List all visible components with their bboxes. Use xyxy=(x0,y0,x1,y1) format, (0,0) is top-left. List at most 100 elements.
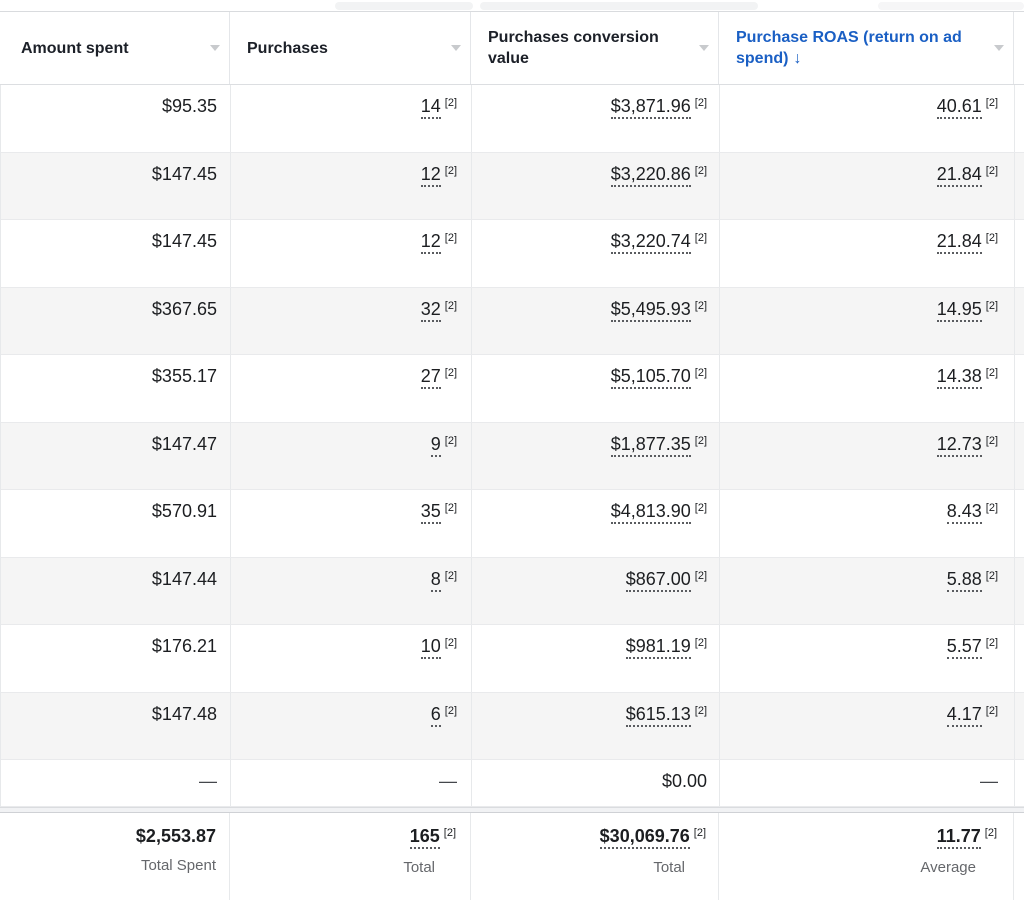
cropped-ui-remnant xyxy=(335,2,473,10)
roas-cell: 5.57 [2] xyxy=(720,625,1015,692)
metric-footnote: [2] xyxy=(444,299,457,312)
column-header-amount-spent[interactable]: Amount spent xyxy=(0,12,230,84)
metric-value[interactable]: 12 xyxy=(420,164,441,187)
header-dropdown-caret-icon[interactable] xyxy=(210,45,220,51)
cell-value: $147.45 xyxy=(151,163,217,184)
next-column-sliver xyxy=(1015,490,1024,557)
table-row: $95.35 14 [2] $3,871.96 [2] 40.61 [2] xyxy=(1,85,1024,153)
empty-value: — xyxy=(439,771,457,791)
metric-footnote: [2] xyxy=(985,299,998,312)
metric-footnote: [2] xyxy=(985,434,998,447)
next-column-sliver xyxy=(1015,423,1024,490)
metric-value[interactable]: $3,220.74 xyxy=(610,231,691,254)
table-row: $147.48 6 [2] $615.13 [2] 4.17 [2] xyxy=(1,692,1024,760)
cell-value: $176.21 xyxy=(151,636,217,656)
metric-value[interactable]: 27 xyxy=(420,366,441,389)
metric-value[interactable]: 40.61 xyxy=(936,96,982,119)
column-header-conversion-value[interactable]: Purchases conversion value xyxy=(471,12,719,84)
metric-value[interactable]: $5,495.93 xyxy=(610,299,691,322)
metric-value[interactable]: $1,877.35 xyxy=(610,434,691,457)
amount-spent-cell: $147.48 xyxy=(1,692,231,759)
cropped-ui-remnant xyxy=(480,2,758,10)
metric-value[interactable]: $4,813.90 xyxy=(610,501,691,524)
amount-spent-cell: $147.45 xyxy=(1,152,231,219)
metric-footnote: [2] xyxy=(985,97,998,109)
metric-footnote: [2] xyxy=(444,569,457,582)
next-column-sliver xyxy=(1015,288,1024,355)
next-column-sliver xyxy=(1015,625,1024,692)
column-header-purchases[interactable]: Purchases xyxy=(230,12,471,84)
metric-footnote: [2] xyxy=(443,827,456,839)
table-row: $355.17 27 [2] $5,105.70 [2] 14.38 [2] xyxy=(1,355,1024,423)
metric-value[interactable]: $5,105.70 xyxy=(610,366,691,389)
cell-value: $355.17 xyxy=(151,366,217,386)
metric-value[interactable]: 8.43 xyxy=(946,501,982,524)
metric-value[interactable]: 14.95 xyxy=(936,299,982,322)
metric-value[interactable]: $3,220.86 xyxy=(610,164,691,187)
amount-spent-cell: $147.47 xyxy=(1,422,231,489)
metric-footnote: [2] xyxy=(444,164,457,177)
metric-value[interactable]: 21.84 xyxy=(936,164,982,187)
metric-value[interactable]: $867.00 xyxy=(625,569,691,592)
metric-value[interactable]: 6 xyxy=(430,704,441,727)
metric-value[interactable]: 5.88 xyxy=(946,569,982,592)
cell-value: $367.65 xyxy=(151,298,217,319)
metric-value[interactable]: 12 xyxy=(420,231,441,254)
metric-footnote: [2] xyxy=(694,637,707,649)
roas-cell: 21.84 [2] xyxy=(720,220,1015,287)
metric-value[interactable]: $615.13 xyxy=(625,704,691,727)
metric-value[interactable]: 8 xyxy=(430,569,441,592)
total-purchases-value[interactable]: 165 xyxy=(409,826,440,849)
column-header-label: Purchases xyxy=(247,39,328,57)
table-row: $147.45 12 [2] $3,220.74 [2] 21.84 [2] xyxy=(1,220,1024,288)
column-header-purchase-roas-sorted[interactable]: Purchase ROAS (return on ad spend) ↓ xyxy=(719,12,1014,84)
cell-value: $570.91 xyxy=(151,501,217,521)
purchases-cell: 12 [2] xyxy=(231,220,472,287)
column-header-label: Purchase ROAS (return on ad spend) ↓ xyxy=(736,29,962,67)
total-conversion-value-cell: $30,069.76 [2] Total xyxy=(471,813,719,900)
metric-value[interactable]: 32 xyxy=(420,299,441,322)
header-dropdown-caret-icon[interactable] xyxy=(994,45,1004,51)
metric-footnote: [2] xyxy=(985,569,998,582)
metric-value[interactable]: 21.84 xyxy=(936,231,982,254)
purchases-cell: 8 [2] xyxy=(231,557,472,624)
metric-value[interactable]: 5.57 xyxy=(946,636,982,659)
metric-value[interactable]: 12.73 xyxy=(936,434,982,457)
amount-spent-cell: $95.35 xyxy=(1,85,231,152)
metric-value[interactable]: 14.38 xyxy=(936,366,982,389)
metric-footnote: [2] xyxy=(444,637,457,649)
metric-value[interactable]: 9 xyxy=(430,434,441,457)
next-column-sliver xyxy=(1015,693,1024,760)
metric-footnote: [2] xyxy=(694,704,707,717)
next-column-sliver xyxy=(1015,760,1024,806)
metric-value[interactable]: 4.17 xyxy=(946,704,982,727)
roas-cell: 8.43 [2] xyxy=(720,490,1015,557)
metric-footnote: [2] xyxy=(985,164,998,177)
table-row: $147.44 8 [2] $867.00 [2] 5.88 [2] xyxy=(1,557,1024,625)
metric-footnote: [2] xyxy=(694,569,707,582)
metric-footnote: [2] xyxy=(694,164,707,177)
next-column-sliver xyxy=(1014,12,1024,84)
next-column-sliver xyxy=(1015,85,1024,152)
cell-value: $147.48 xyxy=(151,703,217,724)
metric-value[interactable]: $981.19 xyxy=(625,636,691,659)
average-roas-value[interactable]: 11.77 xyxy=(936,826,981,849)
header-dropdown-caret-icon[interactable] xyxy=(699,45,709,51)
header-dropdown-caret-icon[interactable] xyxy=(451,45,461,51)
metric-value[interactable]: $3,871.96 xyxy=(610,96,691,119)
cell-value: $147.45 xyxy=(151,231,217,251)
total-purchases-label: Total xyxy=(403,859,435,876)
roas-cell: — xyxy=(720,760,1015,806)
total-conversion-value[interactable]: $30,069.76 xyxy=(599,826,690,849)
roas-cell: 5.88 [2] xyxy=(720,557,1015,624)
conversion-value-cell: $4,813.90 [2] xyxy=(472,490,720,557)
empty-value: — xyxy=(980,771,998,791)
metric-footnote: [2] xyxy=(694,502,707,514)
roas-cell: 40.61 [2] xyxy=(720,85,1015,152)
metric-value[interactable]: 10 xyxy=(420,636,441,659)
footer-separator xyxy=(0,807,1024,812)
next-column-sliver xyxy=(1015,220,1024,287)
table-row: — — $0.00 — xyxy=(1,760,1024,807)
metric-value[interactable]: 35 xyxy=(420,501,441,524)
metric-value[interactable]: 14 xyxy=(420,96,441,119)
